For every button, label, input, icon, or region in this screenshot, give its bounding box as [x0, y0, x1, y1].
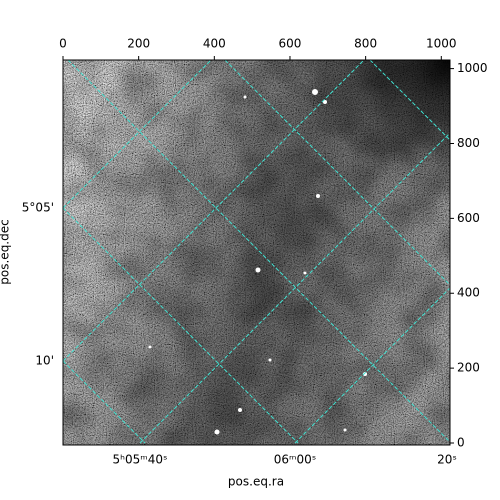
x-tick-label: 1000 — [426, 37, 457, 51]
x-tick-label: 800 — [354, 37, 377, 51]
x-tick-label: 200 — [127, 37, 150, 51]
y-tick-label: 600 — [457, 211, 480, 225]
dec-tick-label: 5°05' — [22, 201, 54, 215]
y-axis-label: pos.eq.dec — [0, 219, 12, 284]
y-tick-label: 800 — [457, 136, 480, 150]
x-axis-label: pos.eq.ra — [228, 475, 284, 489]
y-tick-label: 0 — [457, 436, 465, 450]
x-tick-label: 600 — [279, 37, 302, 51]
y-tick-label: 1000 — [457, 61, 488, 75]
y-tick-label: 200 — [457, 361, 480, 375]
x-tick-label: 0 — [59, 37, 67, 51]
ra-tick-label: 5ʰ05ᵐ40ˢ — [113, 453, 168, 467]
ra-tick-label: 06ᵐ00ˢ — [274, 453, 317, 467]
world-grid — [63, 60, 450, 444]
frame — [62, 59, 451, 446]
image — [63, 60, 450, 445]
dec-tick-label: 10' — [35, 354, 54, 368]
ra-tick-label: 20ˢ — [437, 453, 457, 467]
x-tick-label: 400 — [203, 37, 226, 51]
y-tick-label: 400 — [457, 286, 480, 300]
